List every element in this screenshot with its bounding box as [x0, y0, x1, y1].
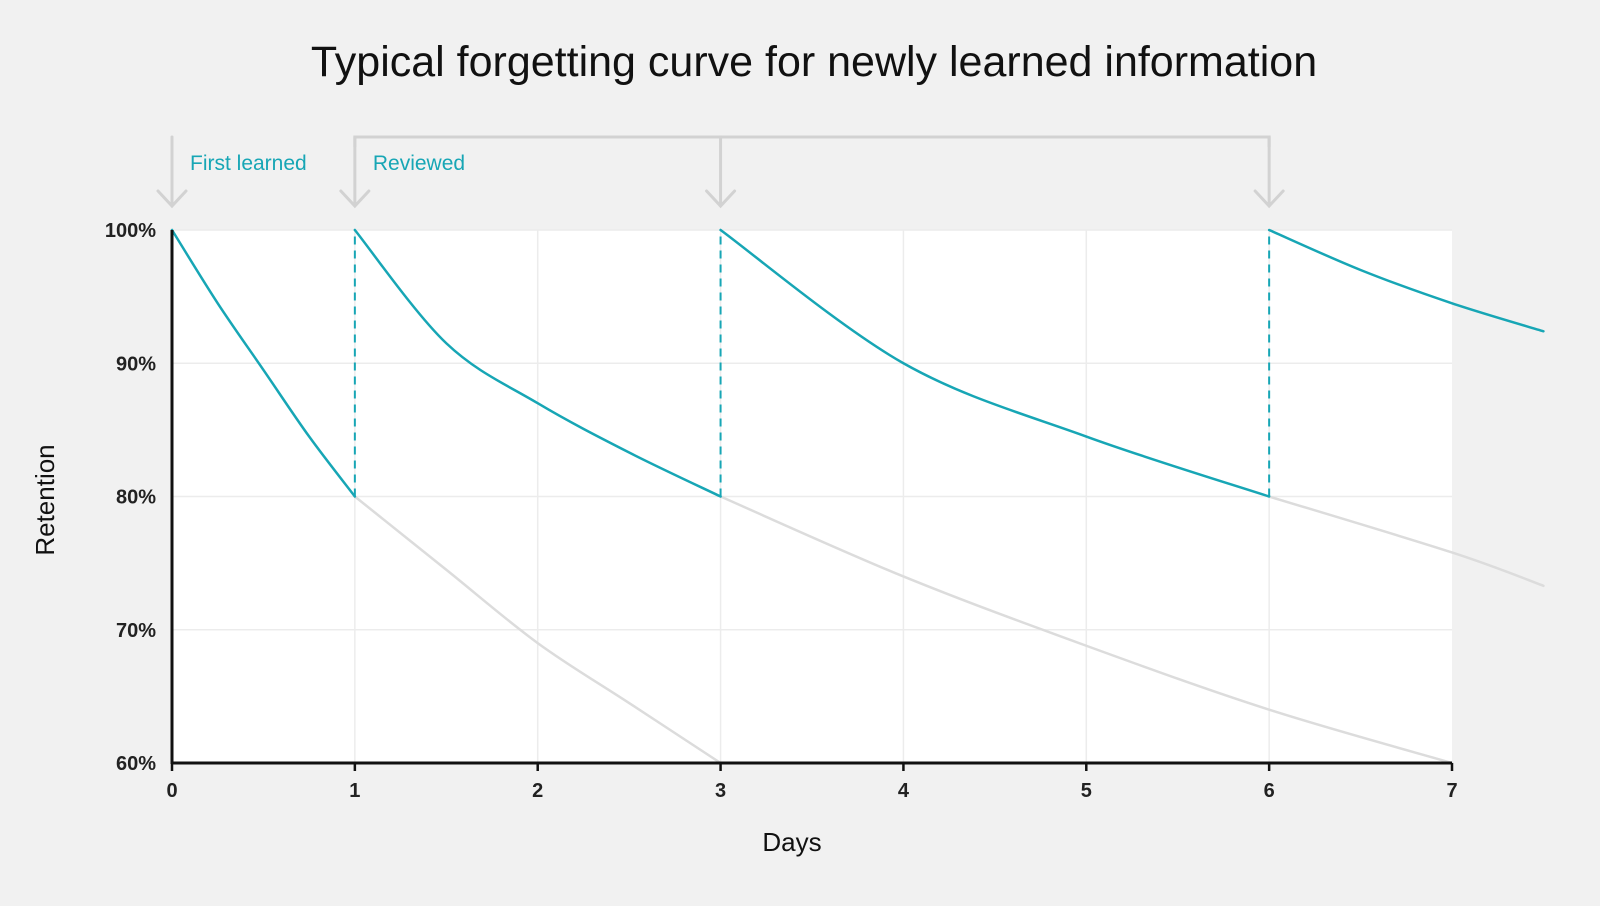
down-arrow-icon — [156, 135, 188, 209]
x-tick-label-6: 6 — [1264, 780, 1275, 802]
decay-curve-1 — [719, 495, 1454, 765]
bracket-line — [353, 135, 1271, 147]
review-dashed-lines — [353, 230, 1271, 497]
x-tick-label-1: 1 — [349, 780, 360, 802]
down-arrow-icon — [705, 135, 737, 209]
x-tick-labels: 0 1 2 3 4 5 6 7 — [166, 763, 1458, 802]
decay-curve-2 — [1267, 495, 1545, 588]
y-tick-label-60: 60% — [116, 753, 156, 775]
y-tick-label-90: 90% — [116, 353, 156, 375]
review-arrows — [156, 135, 1285, 209]
y-axis-label: Retention — [30, 444, 60, 555]
decay-curve-0 — [353, 495, 722, 765]
down-arrow-icon — [339, 135, 371, 209]
retention-curve-1 — [353, 228, 722, 498]
chart-title: Typical forgetting curve for newly learn… — [311, 38, 1317, 86]
annotation-0: First learned — [190, 152, 307, 175]
retention-curve-3 — [1267, 228, 1545, 333]
without-review-curves — [353, 495, 1545, 765]
retention-curve-2 — [719, 228, 1271, 498]
y-tick-labels: 60% 70% 80% 90% 100% — [105, 220, 156, 775]
review-bracket — [353, 135, 1271, 147]
x-tick-label-2: 2 — [532, 780, 543, 802]
x-tick-label-5: 5 — [1081, 780, 1092, 802]
retention-curve-0 — [170, 228, 357, 498]
x-tick-label-4: 4 — [898, 780, 910, 802]
annotation-1: Reviewed — [373, 152, 465, 175]
y-tick-label-80: 80% — [116, 487, 156, 509]
y-tick-label-100: 100% — [105, 220, 156, 242]
retention-curves — [170, 228, 1545, 498]
annotations: First learned Reviewed — [190, 152, 465, 175]
down-arrow-icon — [1253, 135, 1285, 209]
axes — [170, 230, 1452, 765]
x-axis-label: Days — [762, 827, 821, 857]
y-tick-label-70: 70% — [116, 620, 156, 642]
x-tick-label-0: 0 — [166, 780, 177, 802]
x-tick-label-7: 7 — [1446, 780, 1457, 802]
x-tick-label-3: 3 — [715, 780, 726, 802]
